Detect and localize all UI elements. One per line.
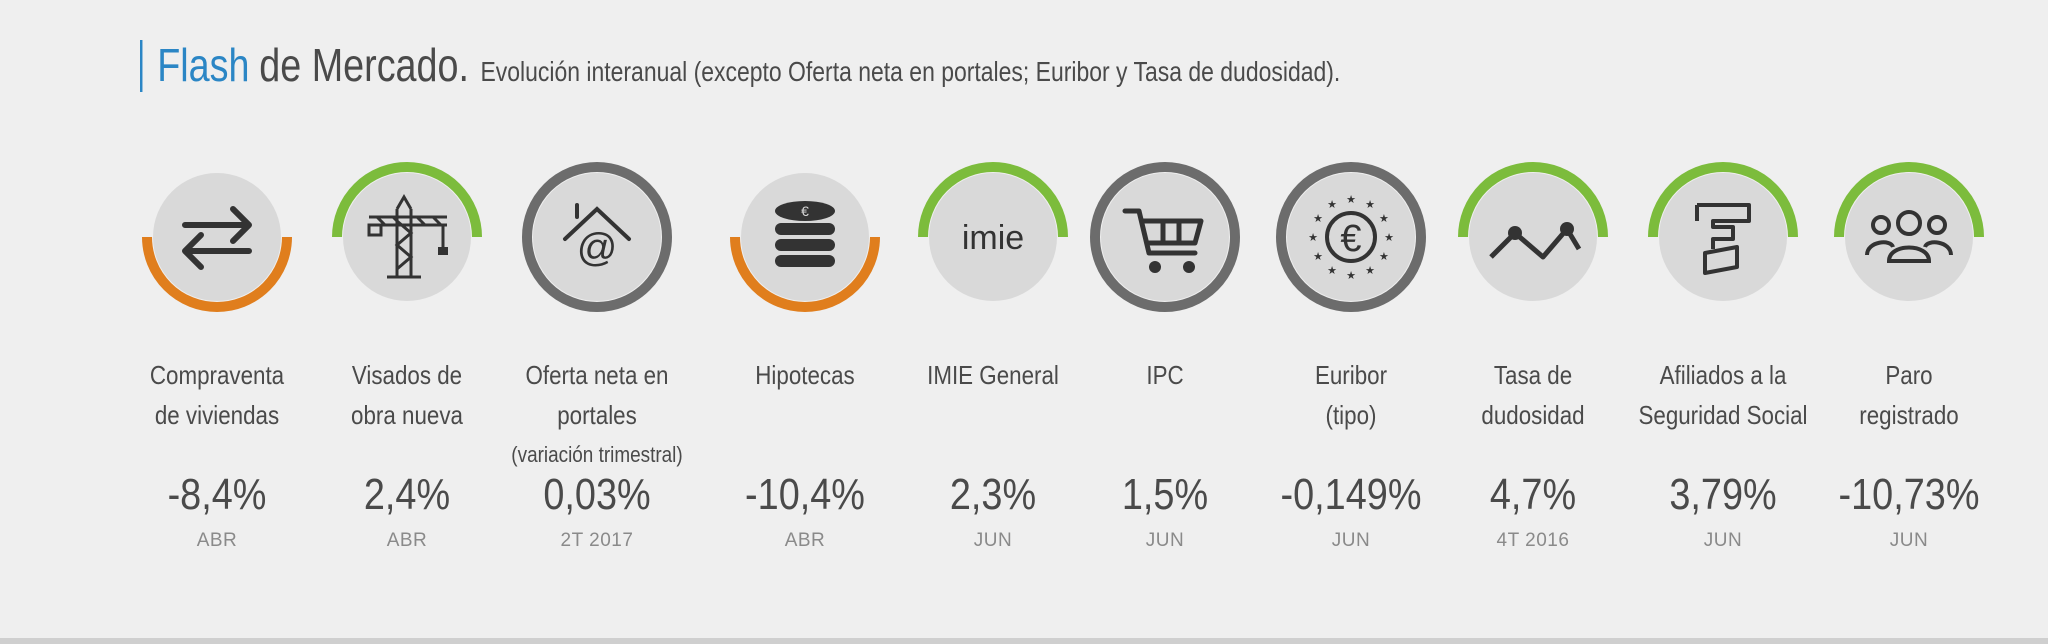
- bottom-divider: [0, 638, 2048, 644]
- euro-stars-icon: € ★ ★ ★ ★ ★ ★ ★ ★ ★ ★ ★ ★: [1301, 187, 1401, 287]
- indicator-badge: [330, 160, 484, 314]
- coin-stack-icon: €: [755, 187, 855, 287]
- indicator-label: Visados de obra nueva: [310, 355, 504, 435]
- page-title: Flash de Mercado. Evolución interanual (…: [140, 38, 1340, 94]
- indicator-period: ABR: [784, 530, 826, 551]
- indicator-8: Tasa de dudosidad 4,7% 4T 2016: [1440, 160, 1626, 580]
- indicator-label: Oferta neta en portales (variación trimes…: [500, 355, 694, 475]
- indicator-label-line1: Compraventa: [149, 360, 285, 390]
- svg-text:★: ★: [1327, 264, 1337, 277]
- indicator-label-line1: Afiliados a la: [1659, 360, 1787, 390]
- exchange-arrows-icon: [167, 187, 267, 287]
- indicator-label-line2: (variación trimestral): [511, 442, 683, 467]
- indicator-value: 2,4%: [363, 470, 451, 519]
- indicator-label: IPC: [1068, 355, 1262, 395]
- indicator-label-line1: Oferta neta en portales: [525, 360, 669, 430]
- indicator-period: ABR: [386, 530, 428, 551]
- indicator-3: @ Oferta neta en portales (variación trime…: [504, 160, 690, 580]
- indicator-2: Visados de obra nueva 2,4% ABR: [314, 160, 500, 580]
- title-flash: Flash: [157, 39, 250, 91]
- house-at-icon: @: [547, 187, 647, 287]
- indicator-value: -10,73%: [1838, 470, 1980, 519]
- crane-icon: [357, 187, 457, 287]
- indicator-7: € ★ ★ ★ ★ ★ ★ ★ ★ ★ ★ ★ ★ Euribor (tipo) -0,149% JUN: [1258, 160, 1444, 580]
- indicator-4: € Hipotecas -10,4% ABR: [712, 160, 898, 580]
- indicator-10: Paro registrado -10,73% JUN: [1816, 160, 2002, 580]
- indicator-value: -0,149%: [1280, 470, 1422, 519]
- shopping-cart-icon: [1115, 187, 1215, 287]
- svg-text:★: ★: [1384, 231, 1394, 244]
- indicator-label-line1: Euribor: [1314, 360, 1388, 390]
- indicator-label-line1: IPC: [1146, 360, 1184, 390]
- imie-logo-icon: imie: [943, 187, 1043, 287]
- indicator-label-line2: obra nueva: [351, 400, 463, 430]
- indicator-label-line1: Visados de: [351, 360, 463, 390]
- indicator-label: Tasa de dudosidad: [1436, 355, 1630, 435]
- indicator-period: JUN: [1331, 530, 1371, 551]
- indicator-value: 4,7%: [1489, 470, 1577, 519]
- indicator-6: IPC 1,5% JUN: [1072, 160, 1258, 580]
- indicator-label: IMIE General: [896, 355, 1090, 395]
- svg-text:@: @: [577, 226, 618, 270]
- social-security-icon: [1673, 187, 1773, 287]
- indicator-value: 1,5%: [1121, 470, 1209, 519]
- indicator-value: -10,4%: [745, 470, 865, 519]
- indicator-value: 3,79%: [1669, 470, 1777, 519]
- indicator-period: JUN: [1145, 530, 1185, 551]
- indicator-period: JUN: [1703, 530, 1743, 551]
- indicator-label: Compraventa de viviendas: [120, 355, 314, 435]
- indicator-9: Afiliados a la Seguridad Social 3,79% JUN: [1630, 160, 1816, 580]
- indicator-label-line1: Tasa de: [1493, 360, 1573, 390]
- indicator-label: Paro registrado: [1812, 355, 2006, 435]
- indicator-period: JUN: [1889, 530, 1929, 551]
- indicator-badge: [1456, 160, 1610, 314]
- indicator-badge: @: [520, 160, 674, 314]
- svg-text:★: ★: [1346, 193, 1356, 206]
- indicator-period: 2T 2017: [560, 530, 634, 551]
- indicator-label-line1: Paro: [1885, 360, 1933, 390]
- title-main: de Mercado.: [259, 39, 469, 91]
- svg-text:★: ★: [1313, 250, 1323, 263]
- svg-text:★: ★: [1327, 198, 1337, 211]
- indicator-badge: € ★ ★ ★ ★ ★ ★ ★ ★ ★ ★ ★ ★: [1274, 160, 1428, 314]
- indicator-label: Hipotecas: [708, 355, 902, 395]
- title-subtitle: Evolución interanual (excepto Oferta net…: [480, 56, 1341, 87]
- svg-text:★: ★: [1346, 269, 1356, 282]
- indicator-5: imie IMIE General 2,3% JUN: [900, 160, 1086, 580]
- indicator-badge: imie: [916, 160, 1070, 314]
- title-accent-bar: [140, 40, 143, 92]
- indicator-label-line2: (tipo): [1325, 400, 1377, 430]
- indicator-period: JUN: [973, 530, 1013, 551]
- indicator-badge: €: [728, 160, 882, 314]
- svg-text:★: ★: [1379, 212, 1389, 225]
- svg-text:€: €: [801, 203, 809, 219]
- indicator-label-line1: IMIE General: [927, 360, 1059, 390]
- indicator-label-line1: Hipotecas: [755, 360, 855, 390]
- indicator-label: Euribor (tipo): [1254, 355, 1448, 435]
- indicator-label-line2: de viviendas: [154, 400, 280, 430]
- indicator-label-line2: registrado: [1859, 400, 1959, 430]
- svg-text:★: ★: [1365, 264, 1375, 277]
- indicator-1: Compraventa de viviendas -8,4% ABR: [124, 160, 310, 580]
- indicator-label-line2: Seguridad Social: [1638, 400, 1808, 430]
- indicator-period: ABR: [196, 530, 238, 551]
- indicator-badge: [140, 160, 294, 314]
- indicator-label: Afiliados a la Seguridad Social: [1626, 355, 1820, 435]
- indicator-value: 0,03%: [543, 470, 651, 519]
- svg-text:★: ★: [1379, 250, 1389, 263]
- indicator-label-line2: dudosidad: [1481, 400, 1585, 430]
- indicator-badge: [1646, 160, 1800, 314]
- svg-text:★: ★: [1313, 212, 1323, 225]
- indicator-value: 2,3%: [949, 470, 1037, 519]
- svg-text:€: €: [1340, 218, 1361, 260]
- trend-line-icon: [1483, 187, 1583, 287]
- svg-text:★: ★: [1365, 198, 1375, 211]
- indicator-badge: [1088, 160, 1242, 314]
- svg-text:★: ★: [1308, 231, 1318, 244]
- indicator-value: -8,4%: [167, 470, 267, 519]
- people-group-icon: [1859, 187, 1959, 287]
- indicator-badge: [1832, 160, 1986, 314]
- svg-text:imie: imie: [962, 219, 1024, 257]
- indicator-period: 4T 2016: [1496, 530, 1570, 551]
